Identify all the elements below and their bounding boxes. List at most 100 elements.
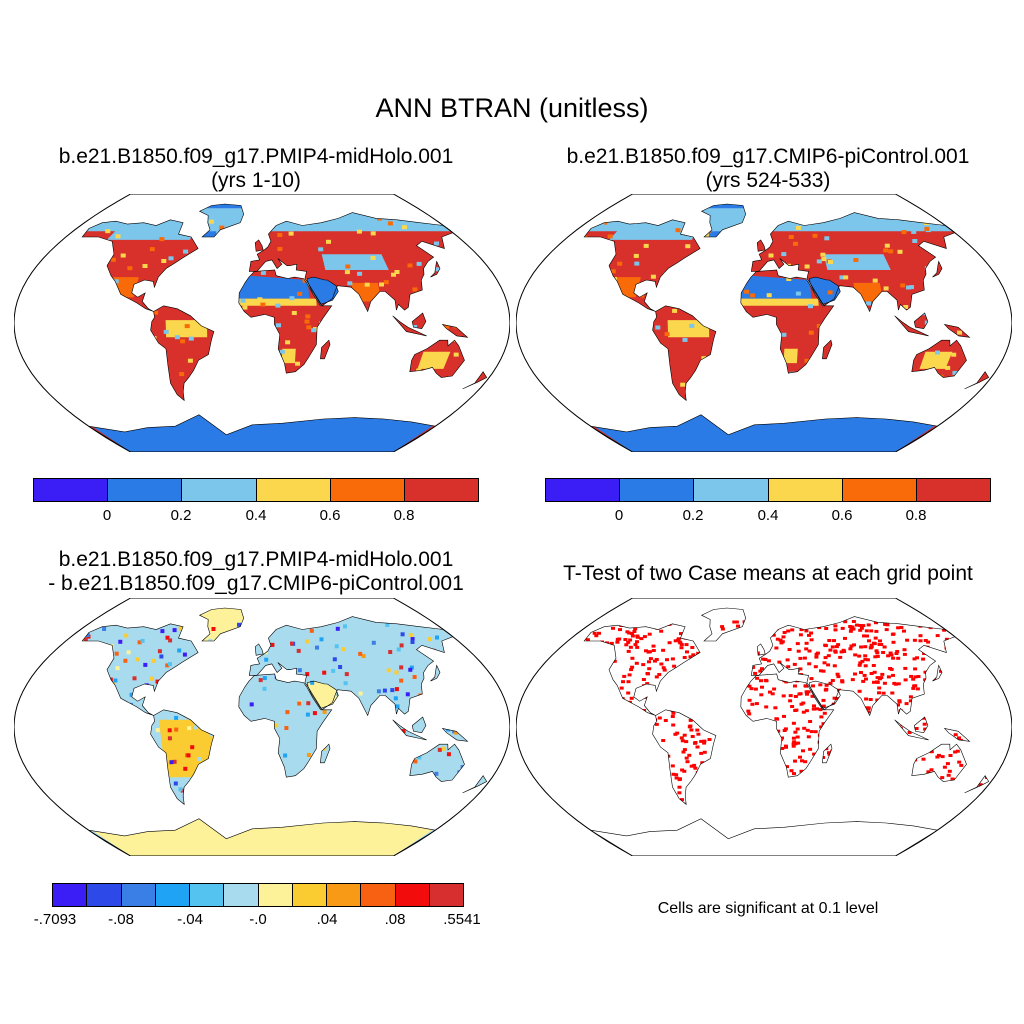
- grid-cell: [694, 372, 700, 377]
- significant-cell: [813, 665, 818, 669]
- grid-cell: [397, 354, 403, 359]
- significant-cell: [841, 648, 846, 652]
- significant-cell: [709, 689, 714, 692]
- significant-cell: [814, 775, 819, 779]
- grid-cell: [193, 725, 198, 730]
- grid-cell: [366, 787, 371, 792]
- significant-cell: [965, 710, 970, 714]
- grid-cell: [237, 622, 241, 627]
- significant-cell: [920, 784, 925, 788]
- coastline-africa: [740, 269, 835, 374]
- significant-cell: [662, 668, 667, 672]
- significant-cell: [881, 691, 886, 695]
- grid-cell: [584, 358, 586, 363]
- grid-cell: [174, 715, 179, 720]
- significant-cell: [592, 631, 597, 635]
- significant-cell: [609, 657, 614, 661]
- grid-cell: [634, 261, 640, 266]
- tick-label: 0.2: [170, 507, 192, 524]
- grid-cell: [900, 344, 906, 349]
- significant-cell: [682, 748, 687, 752]
- significant-cell: [823, 620, 827, 624]
- significant-cell: [661, 648, 666, 652]
- significant-cell: [696, 698, 701, 702]
- significant-cell: [929, 653, 934, 657]
- significant-cell: [714, 751, 718, 755]
- grid-cell: [132, 784, 137, 789]
- grid-cell: [280, 775, 285, 780]
- grid-cell: [470, 688, 475, 693]
- significant-cell: [696, 732, 701, 736]
- grid-cell: [724, 381, 730, 386]
- significant-cell: [878, 639, 882, 643]
- significant-cell: [673, 639, 678, 643]
- colorbar-top-left: [33, 478, 479, 502]
- significant-cell: [887, 800, 892, 804]
- significant-cell: [839, 715, 844, 719]
- significant-cell: [822, 785, 827, 788]
- grid-cell: [223, 725, 228, 729]
- grid-cell: [843, 364, 849, 369]
- grid-cell: [305, 375, 311, 380]
- significant-cell: [647, 632, 652, 636]
- significant-cell: [772, 777, 777, 780]
- grid-cell: [116, 792, 121, 797]
- significant-cell: [888, 667, 893, 670]
- grid-cell: [55, 721, 59, 725]
- significant-cell: [647, 660, 651, 664]
- significant-cell: [962, 696, 967, 699]
- significant-cell: [707, 738, 712, 741]
- grid-cell: [828, 372, 834, 377]
- significant-cell: [929, 711, 934, 715]
- significant-cell: [734, 697, 738, 701]
- significant-cell: [689, 793, 694, 797]
- grid-cell: [135, 657, 140, 662]
- significant-cell: [896, 757, 900, 760]
- grid-cell: [53, 255, 58, 259]
- significant-cell: [587, 798, 591, 802]
- significant-cell: [627, 788, 632, 792]
- significant-cell: [791, 721, 796, 725]
- coastline-samerica: [652, 305, 717, 402]
- grid-cell: [230, 276, 236, 281]
- significant-cell: [579, 777, 583, 780]
- significant-cell: [954, 706, 959, 710]
- significant-cell: [912, 638, 917, 642]
- significant-cell: [609, 641, 614, 645]
- colorbar-swatch: [292, 884, 327, 906]
- significant-cell: [821, 621, 826, 625]
- grid-cell: [157, 649, 162, 654]
- significant-cell: [724, 711, 729, 715]
- significant-cell: [730, 643, 735, 647]
- coastline-namerica: [583, 219, 701, 312]
- grid-cell: [718, 266, 724, 271]
- grid-cell: [69, 694, 73, 698]
- significant-cell: [529, 741, 533, 744]
- significant-cell: [884, 788, 889, 792]
- significant-cell: [597, 669, 601, 673]
- significant-cell: [868, 757, 873, 761]
- significant-cell: [684, 740, 689, 744]
- significant-cell: [563, 762, 567, 765]
- grid-cell: [603, 368, 609, 373]
- significant-cell: [679, 646, 684, 650]
- coastline-nz: [462, 371, 488, 390]
- significant-cell: [733, 677, 738, 681]
- grid-cell: [186, 753, 191, 758]
- colorbar-swatch: [108, 479, 183, 501]
- significant-cell: [741, 793, 746, 796]
- significant-cell: [671, 772, 676, 776]
- coastline-antarctica: [88, 414, 437, 452]
- significant-cell: [853, 803, 858, 807]
- grid-cell: [810, 217, 816, 222]
- significant-cell: [584, 692, 586, 696]
- grid-cell: [909, 285, 914, 290]
- significant-cell: [806, 735, 811, 739]
- coastline-arabia: [307, 276, 339, 305]
- grid-cell: [105, 229, 111, 234]
- significant-cell: [824, 783, 829, 787]
- grid-cell: [97, 685, 102, 690]
- significant-cell: [546, 755, 550, 758]
- tick-label: .08: [384, 911, 406, 928]
- grid-cell: [272, 226, 278, 231]
